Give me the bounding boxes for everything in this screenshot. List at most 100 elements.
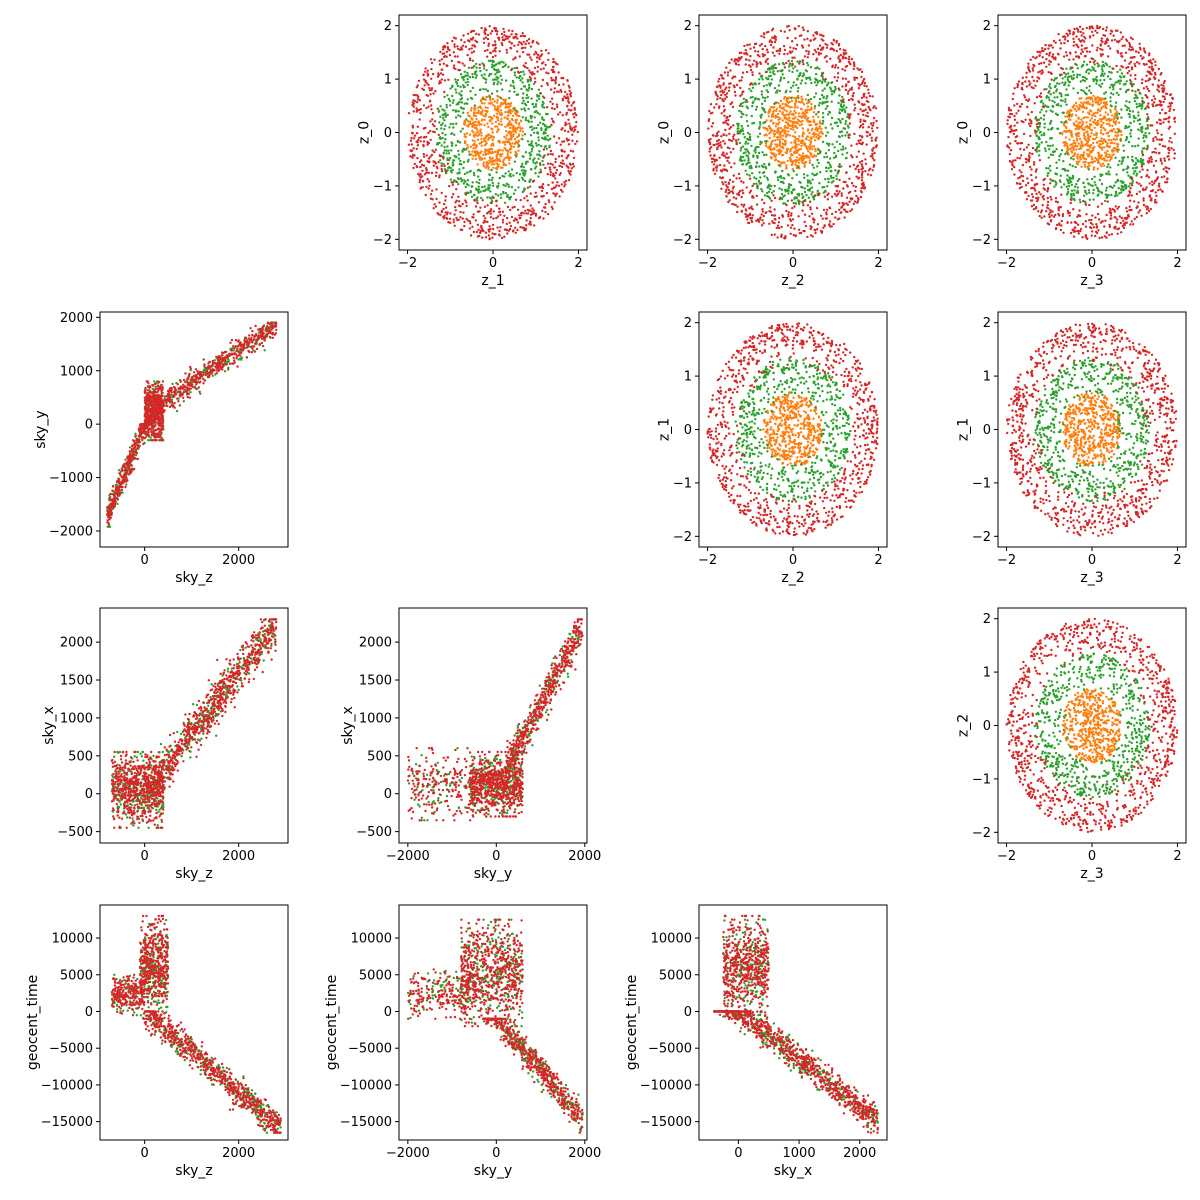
data-point <box>1060 149 1064 152</box>
data-point <box>1050 119 1053 123</box>
data-point <box>762 32 766 35</box>
data-point <box>1093 63 1096 66</box>
data-point <box>441 136 444 140</box>
data-point <box>488 161 491 165</box>
data-point <box>423 136 426 139</box>
data-point <box>826 44 829 47</box>
data-point <box>500 60 503 63</box>
data-point <box>437 110 440 113</box>
data-point <box>786 147 789 150</box>
data-point <box>491 176 494 179</box>
data-point <box>503 146 506 150</box>
data-point <box>801 186 804 189</box>
data-point <box>1109 92 1113 95</box>
data-point <box>761 53 764 56</box>
data-point <box>812 221 816 224</box>
data-point <box>470 106 473 110</box>
data-point <box>864 158 867 161</box>
data-point <box>837 55 840 58</box>
data-point <box>780 188 784 191</box>
data-point <box>794 140 797 143</box>
data-point <box>545 191 549 195</box>
data-point <box>459 115 462 118</box>
data-point <box>485 69 488 72</box>
data-point <box>521 138 524 141</box>
data-point <box>784 121 788 124</box>
data-point <box>783 161 786 164</box>
data-point <box>1066 174 1069 177</box>
data-point <box>1108 145 1111 149</box>
data-point <box>521 77 524 80</box>
data-point <box>731 187 735 190</box>
data-point <box>1047 156 1050 159</box>
data-point <box>547 183 550 187</box>
data-point <box>725 134 728 137</box>
data-point <box>499 113 502 117</box>
data-point <box>549 100 552 103</box>
data-point <box>730 101 734 104</box>
data-point <box>857 87 861 90</box>
data-point <box>774 38 777 41</box>
data-point <box>807 50 811 53</box>
data-point <box>791 218 795 221</box>
data-point <box>793 205 796 208</box>
data-point <box>744 100 747 104</box>
data-point <box>569 173 572 176</box>
data-point <box>821 140 825 144</box>
data-point <box>808 108 812 112</box>
data-point <box>513 142 516 146</box>
data-point <box>828 111 832 114</box>
data-point <box>837 165 841 168</box>
data-point <box>1049 137 1052 140</box>
data-point <box>821 217 824 220</box>
data-point <box>432 160 435 163</box>
data-point <box>822 191 825 194</box>
data-point <box>473 45 477 48</box>
data-point <box>460 228 464 232</box>
data-point <box>462 182 466 185</box>
data-point <box>447 97 451 101</box>
data-point <box>750 205 753 208</box>
data-point <box>445 170 448 173</box>
data-point <box>1068 111 1071 114</box>
data-point <box>804 112 807 116</box>
data-point <box>734 94 737 97</box>
data-point <box>529 216 532 220</box>
data-point <box>534 172 537 175</box>
data-point <box>462 161 466 164</box>
data-point <box>859 108 862 111</box>
data-point <box>413 154 416 157</box>
data-point <box>528 157 532 160</box>
data-point <box>1100 146 1104 149</box>
data-point <box>776 149 779 152</box>
data-point <box>841 117 844 121</box>
data-point <box>1090 177 1094 181</box>
data-point <box>739 130 743 133</box>
data-point <box>1086 148 1089 152</box>
data-point <box>783 131 786 134</box>
data-point <box>512 133 515 136</box>
data-point <box>493 78 497 81</box>
data-point <box>728 86 731 89</box>
data-point <box>522 212 526 215</box>
data-point <box>519 70 523 74</box>
data-point <box>729 69 732 72</box>
data-point <box>512 145 515 148</box>
data-point <box>1072 158 1075 161</box>
data-point <box>530 147 534 151</box>
data-point <box>826 100 829 104</box>
data-point <box>731 190 734 193</box>
data-point <box>575 120 578 124</box>
data-point <box>552 60 555 64</box>
data-point <box>482 165 486 168</box>
data-point <box>855 155 858 158</box>
data-point <box>450 59 454 63</box>
data-point <box>1098 143 1102 146</box>
data-point <box>519 119 523 123</box>
data-point <box>853 132 856 136</box>
data-point <box>563 129 567 132</box>
data-point <box>787 59 790 63</box>
data-point <box>1132 120 1136 123</box>
data-point <box>773 217 776 221</box>
data-point <box>770 184 773 188</box>
